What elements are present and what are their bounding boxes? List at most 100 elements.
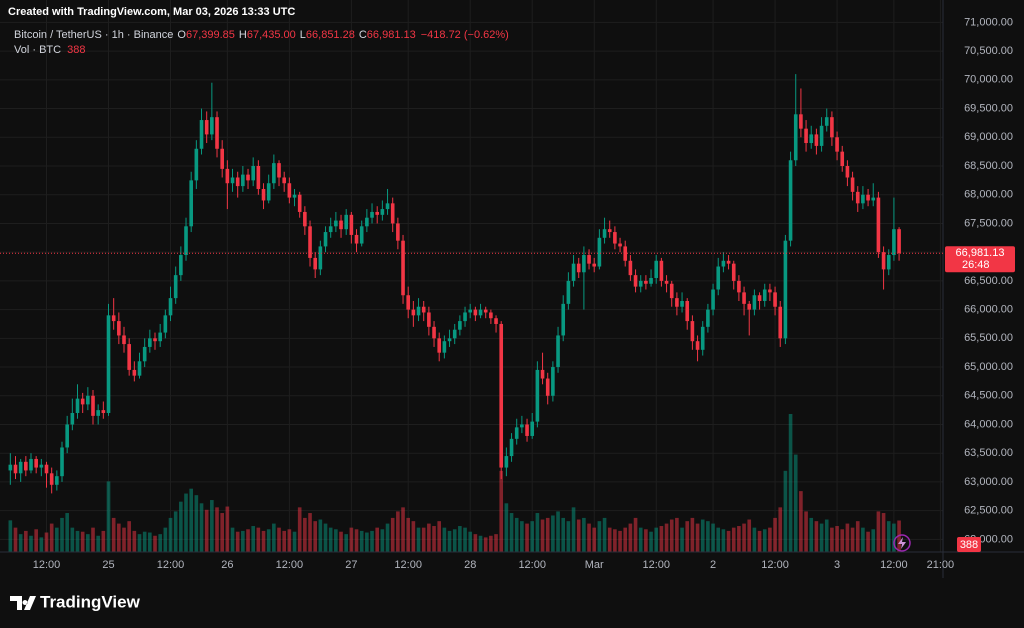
volume-bar [328,527,333,552]
x-tick-label: 12:00 [761,559,789,571]
volume-bar [148,532,152,552]
change: −418.72 (−0.62%) [421,29,509,41]
candle-body [897,229,901,254]
volume-bar [101,530,106,552]
candle-body [654,260,659,279]
candle-body [504,456,509,468]
candle-body [86,395,90,405]
volume-bar [762,529,767,552]
candle-body [638,280,643,287]
x-tick-label: 27 [345,559,357,571]
volume-bar [483,537,488,552]
volume-bar [75,530,80,552]
volume-bar [726,530,731,552]
volume-bar [220,513,224,552]
volume-bar [685,521,690,552]
volume-bar [80,531,85,552]
candle-body [18,461,23,474]
countdown: 26:48 [962,259,990,271]
volume-bar [215,507,219,552]
x-tick-label: 12:00 [880,559,908,571]
candle-body [551,367,555,396]
candle-body [628,260,633,276]
x-tick-label: 28 [464,559,476,571]
candle-body [861,194,865,204]
volume-bar [607,527,612,552]
volume-bar [556,511,560,552]
candle-body [184,226,188,256]
candle-body [328,226,333,233]
volume-bar [561,517,566,552]
candle-body [127,344,131,370]
y-tick-label: 67,500.00 [964,217,1013,229]
volume-bar [427,523,431,552]
candle-body [297,194,302,212]
candle-body [75,398,80,413]
candle-body [122,335,126,345]
volume-bar [602,517,607,552]
volume-bar [742,523,746,552]
volume-bar [494,534,498,552]
volume-bar [199,503,204,552]
candle-body [55,476,59,485]
candle-body [292,194,297,198]
candle-body [308,226,312,258]
volume-bar [60,517,64,552]
volume-axis-bg [957,537,981,552]
candle-body [695,341,700,350]
candle-body [282,177,287,184]
o-label: O [177,29,186,41]
volume-bar [706,521,710,552]
volume-bar [773,517,777,552]
candle-body [783,240,788,339]
logo-text: TradingView [40,592,141,611]
candle-body [380,209,385,215]
candle-body [762,289,767,301]
candle-body [561,303,566,336]
volume-bar [111,517,116,552]
last-price-bg [945,246,1015,273]
volume-bar [49,523,54,552]
candle-body [106,315,111,413]
candle-body [365,217,369,227]
candle-body [680,300,684,307]
symbol: Bitcoin / TetherUS · 1h · Binance [14,29,173,41]
volume-bar [489,535,493,552]
candle-body [251,166,255,181]
candle-body [535,369,540,422]
volume-bar [695,523,700,552]
volume-bar [432,526,436,552]
candles [8,74,901,494]
volume-bar [168,517,173,552]
volume-bar [654,527,659,552]
volume-bar [225,506,230,552]
footer [0,578,1024,628]
candle-body [313,257,318,270]
alert-icon[interactable] [893,534,911,552]
candle-body [458,321,462,330]
volume-bar [819,523,824,552]
logo-mark [10,596,36,610]
last-price: 66,981.13 [956,247,1005,259]
candle-body [137,361,142,376]
volume-bar [545,517,550,552]
candle-body [117,321,121,336]
volume-bar [246,529,250,552]
volume-bar [520,521,524,552]
candle-body [96,410,100,416]
volume-bar [737,526,741,552]
x-tick-label: 12:00 [394,559,422,571]
candle-body [602,229,607,238]
volume-bar [628,523,633,552]
volume-bar [530,521,535,552]
candle-body [390,203,395,224]
candle-body [452,329,457,339]
volume-bar [571,507,576,552]
candle-body [432,326,436,339]
volume-bar [184,493,188,552]
candle-body [225,168,230,184]
volume-bar [396,511,400,552]
candle-body [623,246,628,261]
c-label: C [359,29,367,41]
volume-legend: Vol · BTC 388 [14,44,85,56]
